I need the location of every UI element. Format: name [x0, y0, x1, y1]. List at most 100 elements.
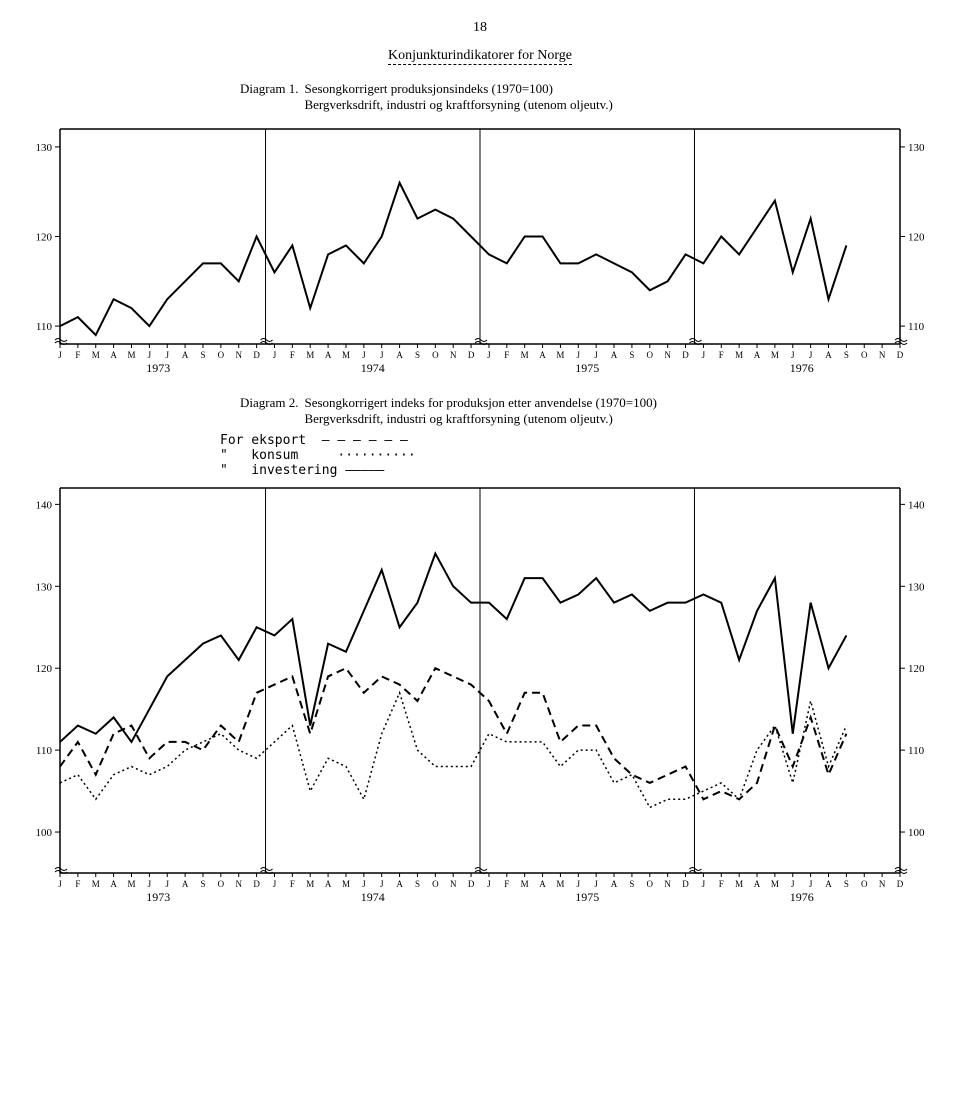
svg-text:D: D: [253, 879, 260, 889]
svg-text:J: J: [165, 350, 169, 360]
svg-text:M: M: [771, 350, 779, 360]
chart2-caption-line1: Sesongkorrigert indeks for produksjon et…: [304, 395, 656, 411]
svg-text:M: M: [521, 879, 529, 889]
svg-text:130: 130: [36, 581, 53, 593]
svg-text:1976: 1976: [790, 890, 814, 904]
svg-text:A: A: [539, 350, 546, 360]
svg-text:N: N: [450, 879, 457, 889]
svg-text:M: M: [735, 350, 743, 360]
svg-text:J: J: [148, 350, 152, 360]
svg-text:A: A: [825, 350, 832, 360]
svg-text:S: S: [415, 350, 420, 360]
svg-text:A: A: [396, 879, 403, 889]
svg-text:J: J: [362, 879, 366, 889]
svg-text:O: O: [647, 350, 654, 360]
chart2-legend: For eksport — — — — — — " konsum ·······…: [220, 433, 940, 478]
svg-text:D: D: [253, 350, 260, 360]
svg-text:S: S: [844, 879, 849, 889]
svg-text:D: D: [897, 879, 904, 889]
svg-text:N: N: [235, 879, 242, 889]
chart2-caption-line2: Bergverksdrift, industri og kraftforsyni…: [304, 411, 612, 427]
chart2-caption-block: Diagram 2. Sesongkorrigert indeks for pr…: [240, 395, 940, 427]
svg-text:J: J: [148, 879, 152, 889]
chart1-svg: 110120130110120130JFMAMJJASONDJFMAMJJASO…: [20, 119, 940, 379]
svg-text:M: M: [771, 879, 779, 889]
svg-text:F: F: [719, 350, 724, 360]
svg-text:J: J: [791, 350, 795, 360]
svg-text:110: 110: [908, 321, 925, 333]
svg-text:120: 120: [908, 663, 925, 675]
svg-text:D: D: [897, 350, 904, 360]
svg-text:130: 130: [36, 142, 53, 154]
svg-text:J: J: [273, 879, 277, 889]
svg-text:M: M: [342, 879, 350, 889]
svg-text:S: S: [629, 879, 634, 889]
svg-text:M: M: [342, 350, 350, 360]
svg-text:A: A: [539, 879, 546, 889]
svg-text:J: J: [577, 879, 581, 889]
svg-text:110: 110: [36, 745, 53, 757]
svg-text:M: M: [306, 350, 314, 360]
svg-text:M: M: [735, 879, 743, 889]
svg-text:A: A: [611, 879, 618, 889]
svg-text:J: J: [380, 350, 384, 360]
svg-text:A: A: [325, 879, 332, 889]
svg-text:J: J: [702, 879, 706, 889]
svg-text:J: J: [362, 350, 366, 360]
svg-text:J: J: [594, 879, 598, 889]
svg-text:1974: 1974: [361, 890, 385, 904]
chart1-caption-line1: Sesongkorrigert produksjonsindeks (1970=…: [304, 81, 553, 97]
svg-text:1975: 1975: [575, 890, 599, 904]
page-number: 18: [20, 20, 940, 36]
svg-text:J: J: [702, 350, 706, 360]
svg-text:D: D: [468, 350, 475, 360]
svg-text:M: M: [127, 350, 135, 360]
svg-text:F: F: [290, 879, 295, 889]
svg-text:A: A: [754, 350, 761, 360]
svg-text:M: M: [556, 879, 564, 889]
svg-text:D: D: [468, 879, 475, 889]
legend-row-eksport: For eksport — — — — — —: [220, 433, 940, 448]
svg-text:A: A: [182, 350, 189, 360]
svg-text:O: O: [647, 879, 654, 889]
svg-text:J: J: [791, 879, 795, 889]
svg-text:M: M: [306, 879, 314, 889]
svg-text:J: J: [809, 350, 813, 360]
svg-text:A: A: [754, 879, 761, 889]
svg-text:D: D: [682, 879, 689, 889]
svg-text:A: A: [110, 350, 117, 360]
svg-text:F: F: [75, 350, 80, 360]
svg-text:130: 130: [908, 581, 925, 593]
svg-text:120: 120: [908, 232, 925, 244]
svg-text:A: A: [325, 350, 332, 360]
svg-text:D: D: [682, 350, 689, 360]
svg-text:S: S: [844, 350, 849, 360]
svg-text:O: O: [432, 350, 439, 360]
svg-text:M: M: [521, 350, 529, 360]
svg-text:M: M: [92, 879, 100, 889]
svg-text:S: S: [200, 879, 205, 889]
svg-text:J: J: [487, 879, 491, 889]
main-title-wrap: Konjunkturindikatorer for Norge: [20, 46, 940, 71]
svg-text:N: N: [450, 350, 457, 360]
svg-text:1976: 1976: [790, 361, 814, 375]
svg-text:F: F: [719, 879, 724, 889]
svg-text:O: O: [218, 350, 225, 360]
svg-text:O: O: [218, 879, 225, 889]
svg-text:J: J: [58, 350, 62, 360]
svg-text:A: A: [182, 879, 189, 889]
svg-text:N: N: [664, 350, 671, 360]
svg-text:A: A: [110, 879, 117, 889]
svg-text:1975: 1975: [575, 361, 599, 375]
svg-text:M: M: [127, 879, 135, 889]
chart1-caption-line2: Bergverksdrift, industri og kraftforsyni…: [304, 97, 612, 113]
svg-text:J: J: [273, 350, 277, 360]
svg-text:F: F: [290, 350, 295, 360]
svg-text:N: N: [664, 879, 671, 889]
svg-text:M: M: [556, 350, 564, 360]
svg-text:O: O: [861, 350, 868, 360]
svg-text:S: S: [629, 350, 634, 360]
legend-row-investering: " investering —————: [220, 463, 940, 478]
chart2-diagram-label: Diagram 2.: [240, 395, 298, 411]
svg-text:1973: 1973: [146, 890, 170, 904]
